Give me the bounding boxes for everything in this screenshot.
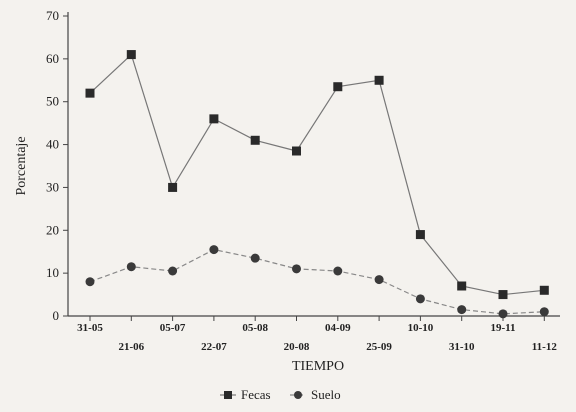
series-line-fecas [89,53,545,296]
x-tick-label: 25-09 [366,341,392,353]
x-tick-label: 20-08 [284,341,310,353]
x-tick-label: 05-08 [242,322,268,334]
data-point-suelo [333,266,343,276]
data-point-suelo [539,307,549,317]
x-tick-label: 21-06 [118,341,144,353]
data-point-fecas [374,75,384,85]
x-axis: 31-05 21-06 05-07 22-07 05-08 20-08 04-09 25-09… [68,315,560,353]
x-tick-label: 31-05 [77,322,103,334]
data-point-suelo [85,277,95,287]
data-point-fecas [415,230,425,240]
data-point-suelo [126,262,136,272]
y-axis-title: Porcentaje [14,136,29,195]
y-tick-label: 20 [46,222,59,237]
x-tick-label: 04-09 [325,322,351,334]
data-point-fecas [85,88,95,98]
x-tick-label: 11-12 [532,341,558,353]
data-point-suelo [292,264,301,274]
data-point-fecas [333,82,343,92]
x-tick-label: 10-10 [408,322,434,334]
legend-label-fecas: Fecas [241,387,271,402]
legend-item-suelo: Suelo [290,387,341,402]
data-point-fecas [498,290,508,300]
x-tick-label: 05-07 [160,322,186,334]
data-point-fecas [457,281,467,291]
data-point-fecas [168,182,178,192]
x-axis-title: TIEMPO [292,359,344,374]
data-point-suelo [498,309,508,319]
y-tick-label: 40 [46,137,59,152]
x-tick-label: 22-07 [201,341,227,353]
y-tick-label: 30 [46,179,59,194]
data-point-suelo [457,305,467,315]
data-point-suelo [209,245,219,255]
y-tick-label: 60 [46,51,59,66]
data-point-fecas [126,50,136,60]
data-point-fecas [292,146,301,156]
x-tick-label: 19-11 [490,322,515,334]
data-point-fecas [209,114,219,124]
legend-marker-suelo [294,391,302,399]
data-point-suelo [374,275,384,285]
data-point-fecas [250,135,260,145]
series-layer [85,50,549,319]
y-tick-label: 0 [53,308,60,323]
x-tick-label: 31-10 [449,341,475,353]
data-point-suelo [168,266,178,276]
y-tick-label: 10 [46,265,59,280]
y-axis: 0 10 20 30 40 50 60 70 [46,8,69,323]
legend-item-fecas: Fecas [220,387,271,402]
y-tick-label: 50 [46,94,59,109]
series-line-suelo [89,248,545,315]
data-point-suelo [250,253,260,263]
legend-marker-fecas [224,391,232,399]
data-point-fecas [539,285,549,295]
data-point-suelo [415,294,425,304]
legend: Fecas Suelo [220,387,341,402]
y-tick-label: 70 [46,8,59,23]
legend-label-suelo: Suelo [311,387,341,402]
